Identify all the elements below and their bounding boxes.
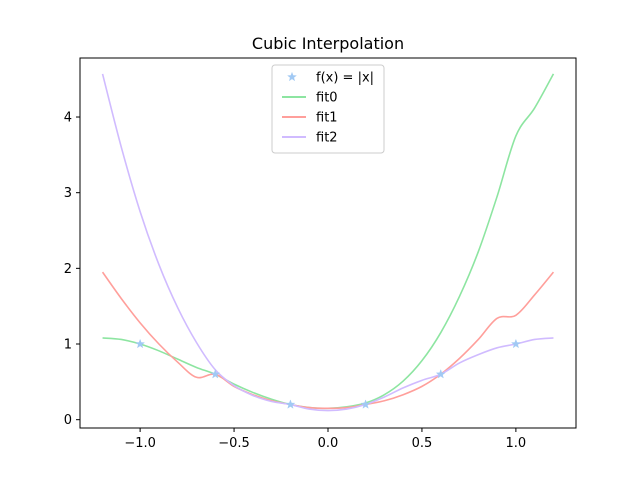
chart-title: Cubic Interpolation (252, 34, 404, 53)
y-tick-label: 4 (64, 111, 72, 126)
data-point-star (510, 338, 521, 349)
y-tick-label: 2 (64, 262, 72, 277)
legend-label: fit0 (316, 91, 338, 106)
legend-label: fit2 (316, 131, 338, 146)
data-point-star (210, 369, 221, 379)
legend-marker-star (287, 71, 297, 82)
data-point-star (435, 369, 446, 379)
series-layer (101, 73, 555, 412)
series-line-fit1 (101, 271, 555, 410)
x-tick-label: 1.0 (506, 436, 527, 451)
x-tick-label: −0.5 (218, 436, 250, 451)
y-tick-label: 1 (64, 338, 72, 353)
y-tick-label: 3 (64, 186, 72, 201)
series-line-fit2 (101, 73, 554, 412)
data-point-star (135, 338, 146, 349)
x-tick-label: 0.5 (412, 436, 433, 451)
axes-layer: −1.0 −0.5 0.0 0.5 1.0 0 1 2 3 4 (64, 57, 577, 451)
data-point-star (285, 399, 296, 409)
data-point-star (360, 399, 371, 409)
x-tick-label: −1.0 (124, 436, 156, 451)
legend-label: fit1 (316, 111, 338, 126)
y-tick-label: 0 (64, 413, 72, 428)
legend: f(x) = |x| fit0 fit1 fit2 (271, 64, 385, 154)
legend-label: f(x) = |x| (316, 71, 374, 86)
legend-box (271, 64, 385, 154)
x-tick-label: 0.0 (318, 436, 339, 451)
